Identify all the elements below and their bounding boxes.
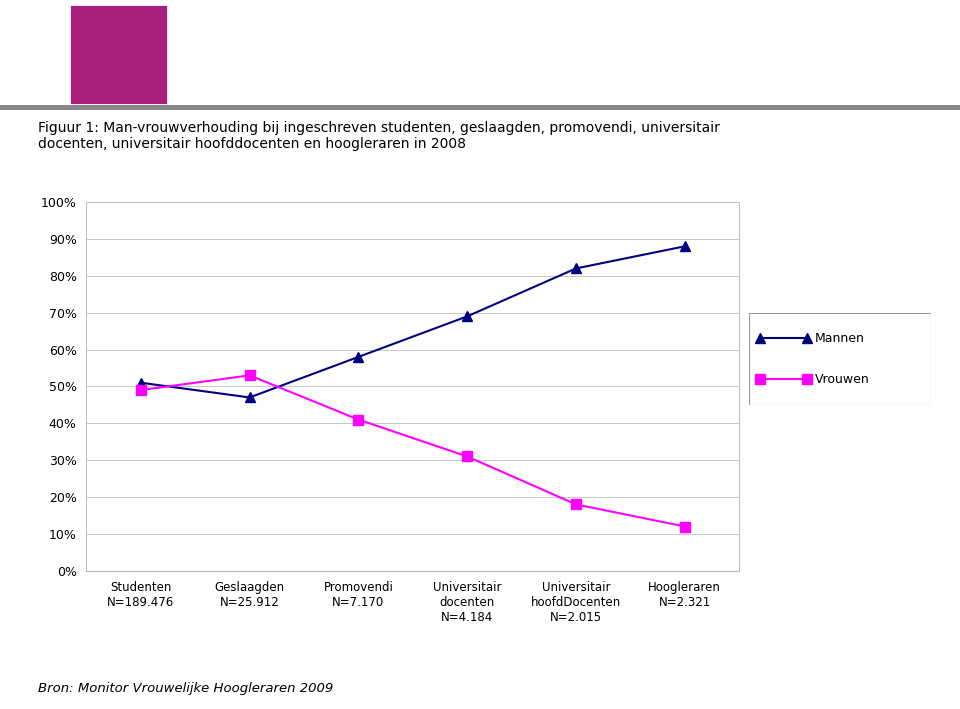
Text: Mannen: Mannen — [814, 332, 864, 345]
Text: Vrouwen: Vrouwen — [814, 372, 869, 386]
Text: Figuur 1: Man-vrouwverhouding bij ingeschreven studenten, geslaagden, promovendi: Figuur 1: Man-vrouwverhouding bij ingesc… — [38, 121, 720, 151]
Bar — [69, 4, 168, 106]
Text: Bron: Monitor Vrouwelijke Hoogleraren 2009: Bron: Monitor Vrouwelijke Hoogleraren 20… — [38, 682, 334, 695]
Bar — [171, 0, 174, 110]
Bar — [0, 106, 960, 110]
Bar — [0, 0, 69, 110]
